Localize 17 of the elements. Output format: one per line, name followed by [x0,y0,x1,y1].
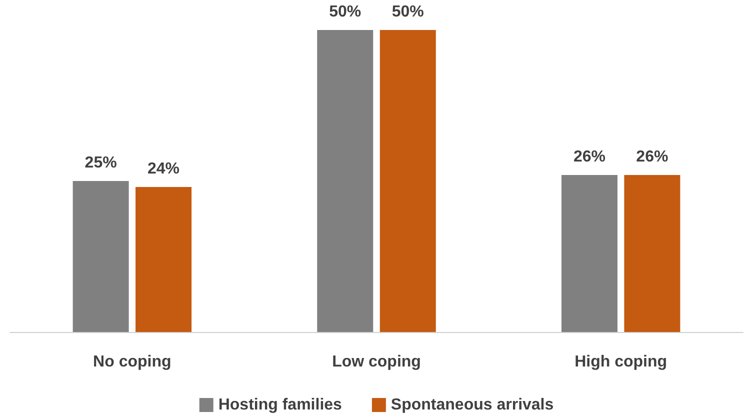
legend-label: Spontaneous arrivals [390,396,554,414]
bar [317,30,374,332]
data-label: 24% [148,160,180,178]
x-tick-label: Low coping [332,354,421,370]
bar [624,174,680,332]
bar [561,174,618,332]
legend-label: Hosting families [218,396,342,414]
data-label: 26% [573,148,606,166]
bar [380,30,436,332]
x-tick-label: High coping [574,354,668,370]
data-label: 26% [636,148,668,166]
bar [72,181,129,332]
x-tick-label: No coping [93,354,172,370]
data-label: 25% [84,154,117,172]
data-label: 50% [392,4,424,20]
bar [136,187,192,332]
data-label: 50% [329,4,362,20]
